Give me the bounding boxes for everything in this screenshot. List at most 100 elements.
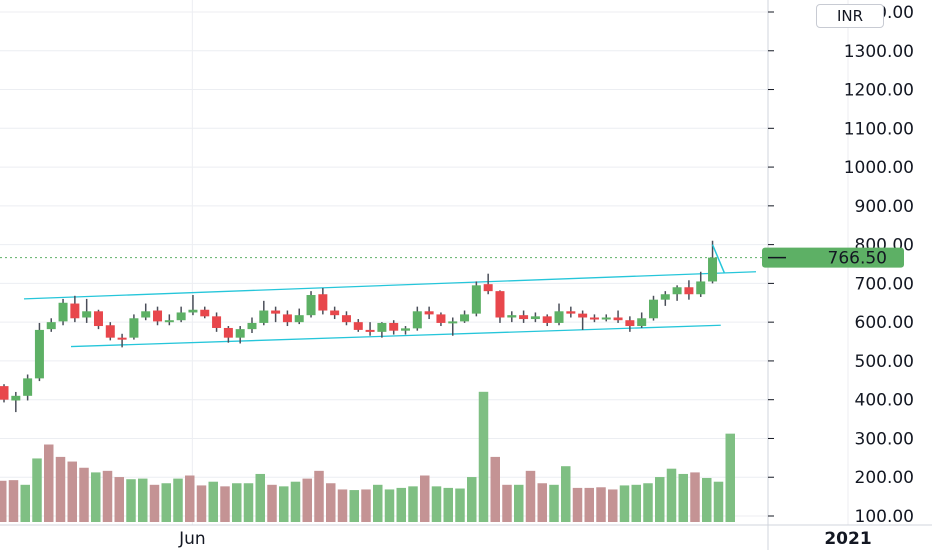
volume-bar	[525, 470, 536, 522]
candle-body	[153, 310, 163, 322]
candle-body	[200, 309, 210, 317]
volume-bar	[8, 480, 19, 522]
candle-body	[483, 284, 493, 292]
price-tick-label: 1000.00	[844, 158, 914, 178]
volume-bar	[537, 483, 547, 522]
candle-body	[696, 281, 706, 295]
volume-bar	[349, 490, 359, 522]
price-tick-label: 700.00	[855, 274, 914, 294]
candle-body	[460, 314, 470, 322]
candle-body	[341, 315, 351, 323]
candle-body	[389, 322, 399, 331]
volume-bar	[596, 487, 606, 522]
volume-bar	[290, 481, 301, 522]
price-tick-label: 200.00	[855, 468, 914, 488]
candlesticks	[0, 240, 726, 413]
volume-bar	[467, 477, 477, 522]
volume-bar	[279, 486, 289, 522]
volume-bar	[666, 468, 677, 522]
candle-body	[448, 321, 458, 324]
candle-body	[542, 316, 552, 323]
candle-body	[708, 257, 718, 282]
volume-bar	[584, 487, 594, 522]
candle-body	[519, 315, 529, 320]
volume-bar	[20, 484, 30, 522]
price-tick-label: 500.00	[855, 352, 914, 372]
volume-bar	[102, 470, 113, 522]
volume-bar	[337, 489, 348, 522]
price-axis[interactable]: 100.00 200.00 300.00 400.00 500.00 600.00 700.…	[768, 3, 914, 527]
volume-bar	[490, 456, 500, 522]
candle-body	[259, 310, 269, 323]
candle-body	[660, 294, 670, 300]
volume-bar	[255, 473, 265, 522]
time-tick-label: 2021	[824, 529, 871, 549]
volume-bar	[91, 472, 101, 522]
volume-bar	[138, 478, 148, 522]
candle-body	[554, 311, 564, 323]
candle-body	[294, 315, 304, 323]
candle-body	[223, 327, 233, 338]
candle-body	[306, 295, 316, 316]
candle-body	[401, 328, 411, 331]
volume-bar	[572, 487, 583, 522]
candle-body	[637, 318, 647, 327]
volume-bar	[185, 475, 195, 522]
candle-body	[672, 287, 682, 295]
time-axis[interactable]: Jun2021Jun	[178, 529, 932, 549]
last-price-badge-bg	[762, 247, 904, 268]
candle-body	[495, 291, 505, 318]
candle-body	[70, 303, 80, 319]
volume-bar	[678, 473, 688, 522]
volume-bar	[384, 489, 395, 522]
candle-body	[578, 313, 588, 318]
volume-bar	[396, 487, 406, 522]
volume-bar	[619, 485, 630, 522]
candle-body	[105, 325, 115, 338]
candle-body	[330, 310, 340, 316]
candle-body	[353, 322, 363, 330]
candle-body	[46, 322, 56, 330]
candle-body	[613, 317, 623, 321]
candle-body	[58, 302, 68, 322]
volume-bar	[326, 483, 336, 522]
volume-bar	[67, 461, 77, 522]
trend-channel	[23, 271, 757, 348]
volume-bar	[173, 478, 183, 522]
volume-bar	[55, 456, 66, 522]
volume-bar	[549, 484, 559, 522]
candle-body	[566, 311, 576, 314]
price-tick-label: 900.00	[855, 197, 914, 217]
volume-bar	[478, 391, 489, 522]
candle-body	[684, 287, 694, 295]
volume-bar	[232, 483, 242, 522]
volume-bar	[196, 485, 207, 522]
volume-bar	[149, 484, 160, 522]
candle-body	[117, 337, 127, 340]
volume-bar	[561, 466, 571, 522]
volume-bar	[431, 486, 442, 522]
currency-button[interactable]: INR	[816, 4, 884, 28]
volume-bar	[502, 484, 512, 522]
volume-bar	[314, 470, 324, 522]
candle-body	[129, 318, 139, 338]
candle-body	[282, 314, 292, 323]
candle-body	[424, 311, 434, 315]
price-tick-label: 1200.00	[844, 81, 914, 101]
candle-body	[23, 378, 33, 396]
volume-bar	[44, 444, 54, 522]
price-tick-label: 300.00	[855, 429, 914, 449]
candle-body	[412, 311, 422, 329]
volume-bar	[420, 475, 430, 522]
volume-bar	[373, 484, 383, 522]
volume-bar	[443, 487, 453, 522]
price-tick-label: 100.00	[855, 507, 914, 527]
candle-body	[318, 294, 328, 311]
candle-body	[625, 320, 635, 327]
candle-body	[648, 299, 658, 319]
volume-bar	[208, 481, 218, 522]
price-tick-label: 600.00	[855, 313, 914, 333]
price-tick-label: 400.00	[855, 391, 914, 411]
